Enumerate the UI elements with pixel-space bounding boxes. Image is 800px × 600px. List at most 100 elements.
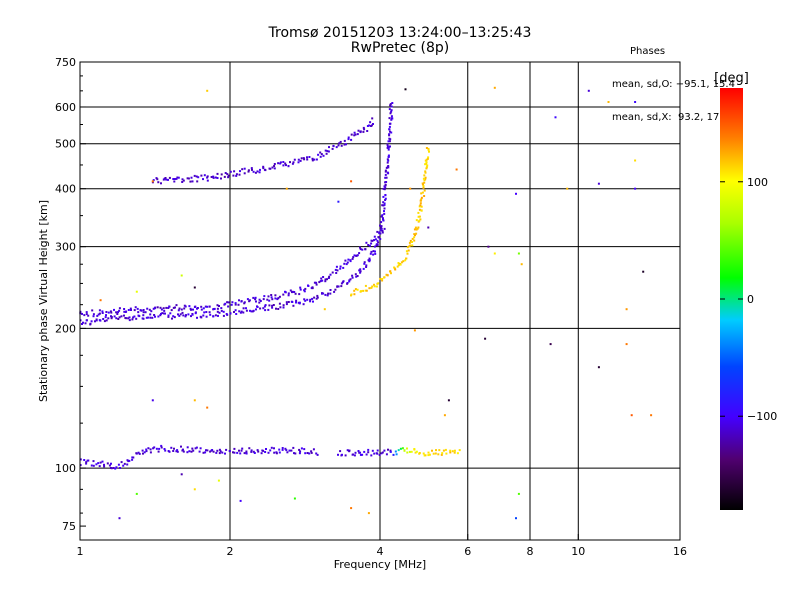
data-point (118, 307, 121, 310)
x-tick-label: 4 (377, 545, 384, 558)
data-point (493, 86, 496, 89)
data-point (233, 447, 236, 450)
data-point (204, 451, 207, 454)
data-point (110, 467, 113, 470)
data-point (309, 300, 312, 303)
data-point (229, 170, 232, 173)
data-point (173, 316, 176, 319)
data-point (92, 313, 95, 316)
data-point (220, 309, 223, 312)
data-point (103, 465, 106, 468)
data-point (217, 479, 220, 482)
data-point (387, 165, 390, 167)
data-point (322, 276, 325, 278)
data-point (142, 311, 145, 314)
data-point (634, 187, 637, 190)
data-point (83, 459, 86, 461)
data-point (306, 298, 309, 301)
data-point (206, 449, 209, 452)
data-point (248, 300, 251, 303)
data-point (218, 448, 221, 451)
data-point (368, 287, 371, 290)
data-point (339, 267, 342, 270)
data-point (397, 262, 400, 264)
data-point (376, 239, 379, 242)
data-point (404, 259, 407, 262)
data-point (168, 305, 171, 308)
data-point (186, 177, 189, 180)
data-point (427, 454, 430, 457)
data-point (85, 311, 88, 314)
data-point (394, 450, 397, 453)
data-point (344, 454, 347, 457)
data-point (517, 252, 520, 255)
data-point (81, 312, 83, 315)
data-point (372, 250, 375, 253)
data-point (99, 461, 102, 464)
data-point (226, 313, 229, 316)
data-point (101, 310, 104, 313)
data-point (300, 447, 303, 450)
data-point (275, 452, 278, 455)
data-point (238, 173, 241, 176)
data-point (225, 448, 228, 451)
data-point (440, 453, 443, 456)
data-point (205, 311, 208, 313)
data-point (453, 451, 456, 454)
data-point (373, 283, 375, 286)
data-point (249, 309, 251, 312)
data-point (146, 307, 149, 310)
data-point (285, 449, 288, 452)
data-point (193, 174, 196, 177)
data-point (137, 451, 140, 454)
data-point (381, 230, 384, 232)
data-point (347, 138, 350, 141)
data-point (362, 126, 365, 129)
data-point (384, 173, 387, 176)
data-point (182, 179, 185, 182)
data-point (413, 448, 416, 451)
data-point (192, 449, 195, 452)
data-point (221, 451, 224, 454)
data-point (240, 310, 243, 313)
data-point (258, 298, 261, 301)
data-point (420, 198, 423, 201)
data-point (359, 271, 362, 274)
data-point (172, 306, 175, 309)
data-point (243, 172, 246, 175)
data-point (432, 452, 435, 455)
data-point (374, 250, 376, 253)
data-point (315, 297, 318, 300)
data-point (96, 314, 99, 317)
data-point (234, 303, 237, 306)
data-point (282, 306, 285, 309)
data-point (270, 446, 273, 449)
data-point (387, 146, 390, 149)
data-point (387, 148, 390, 151)
data-point (384, 186, 387, 189)
data-point (400, 261, 403, 264)
data-point (178, 314, 181, 317)
data-point (422, 177, 425, 180)
data-point (422, 185, 425, 188)
data-point (98, 465, 101, 468)
data-point (299, 450, 302, 453)
data-point (186, 451, 189, 454)
data-point (420, 196, 423, 199)
data-point (371, 117, 374, 120)
data-point (327, 277, 330, 279)
data-point (418, 215, 421, 218)
data-point (256, 170, 259, 173)
data-point (406, 451, 409, 454)
data-point (373, 245, 376, 248)
data-point (293, 158, 296, 161)
data-point (267, 308, 270, 311)
data-point (389, 130, 391, 133)
data-point (381, 231, 384, 234)
data-point (85, 461, 88, 464)
data-point (271, 166, 274, 169)
data-point (319, 280, 322, 283)
data-point (369, 121, 372, 124)
data-point (102, 318, 105, 320)
data-point (98, 319, 101, 322)
